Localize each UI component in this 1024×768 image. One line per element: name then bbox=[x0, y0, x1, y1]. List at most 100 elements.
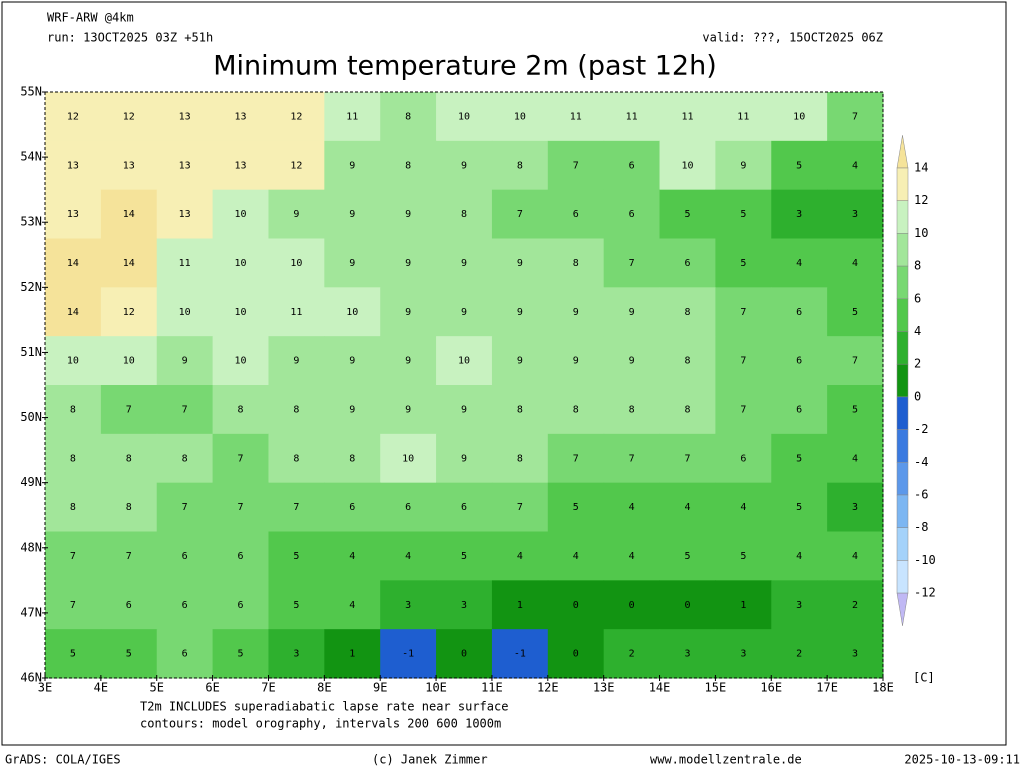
field-cell bbox=[603, 336, 661, 386]
colorbar-bottom bbox=[896, 592, 909, 626]
field-value: 13 bbox=[67, 160, 79, 171]
field-cell bbox=[659, 140, 716, 191]
field-value: 10 bbox=[793, 111, 805, 122]
map-border bbox=[44, 91, 884, 679]
field-cell bbox=[547, 580, 605, 630]
field-value: 8 bbox=[629, 404, 635, 415]
field-value: 9 bbox=[461, 404, 467, 415]
field-value: 3 bbox=[852, 649, 858, 660]
field-cell bbox=[45, 629, 102, 679]
field-cell bbox=[324, 482, 381, 532]
field-cell bbox=[324, 287, 381, 337]
field-value: 6 bbox=[629, 160, 635, 171]
field-value: 10 bbox=[179, 307, 191, 318]
lon-label: 17E bbox=[816, 681, 838, 695]
field-value: 8 bbox=[70, 404, 76, 415]
lon-label: 9E bbox=[373, 681, 387, 695]
field-cell bbox=[771, 433, 828, 484]
field-cell bbox=[715, 287, 772, 337]
field-cell bbox=[715, 385, 772, 435]
field-cell bbox=[827, 482, 884, 532]
field-cell bbox=[324, 189, 381, 239]
title: Minimum temperature 2m (past 12h) bbox=[213, 51, 717, 82]
field-value: 10 bbox=[514, 111, 526, 122]
field-cell bbox=[603, 238, 661, 288]
field-cell bbox=[268, 482, 325, 532]
field-value: 13 bbox=[235, 111, 247, 122]
field-cell bbox=[380, 580, 437, 630]
field-value: 7 bbox=[517, 502, 523, 513]
field-value: 5 bbox=[852, 307, 858, 318]
field-value: 8 bbox=[684, 307, 690, 318]
field-value: 6 bbox=[238, 551, 244, 562]
field-cell bbox=[827, 189, 884, 239]
field-cell bbox=[212, 433, 269, 484]
field-value: 2 bbox=[852, 600, 858, 611]
colorbar-box bbox=[896, 494, 909, 528]
field-value: 10 bbox=[458, 111, 470, 122]
lon-label: 8E bbox=[317, 681, 331, 695]
footer-left: GrADS: COLA/IGES bbox=[5, 753, 121, 767]
colorbar-box bbox=[896, 429, 909, 463]
field-cell bbox=[771, 287, 828, 337]
colorbar-box bbox=[896, 233, 909, 267]
field-value: 7 bbox=[573, 453, 579, 464]
field-cell bbox=[380, 336, 437, 386]
colorbar-label: 12 bbox=[914, 193, 928, 207]
field-cell bbox=[436, 482, 493, 532]
field-value: 6 bbox=[405, 502, 411, 513]
field-cell bbox=[436, 531, 493, 581]
field-cell bbox=[827, 385, 884, 435]
field-value: 9 bbox=[349, 209, 355, 220]
field-value: 4 bbox=[852, 160, 858, 171]
field-value: 10 bbox=[402, 453, 414, 464]
field-value: 5 bbox=[573, 502, 579, 513]
field-value: 10 bbox=[235, 209, 247, 220]
field-value: 4 bbox=[740, 502, 746, 513]
field-cell bbox=[436, 238, 493, 288]
field-cell bbox=[436, 629, 493, 679]
field-value: 8 bbox=[126, 453, 132, 464]
colorbar-label: -8 bbox=[914, 520, 928, 534]
lon-label: 14E bbox=[649, 681, 671, 695]
field-value: 8 bbox=[405, 111, 411, 122]
field-value: 12 bbox=[290, 111, 302, 122]
field-value: 12 bbox=[290, 160, 302, 171]
field-value: 7 bbox=[238, 453, 244, 464]
field-cell bbox=[324, 336, 381, 386]
field-cell bbox=[715, 433, 772, 484]
field-cell bbox=[45, 238, 102, 288]
field-cell bbox=[771, 189, 828, 239]
field-cell bbox=[715, 238, 772, 288]
field-value: 12 bbox=[123, 111, 135, 122]
field-value: 10 bbox=[235, 356, 247, 367]
field-value: 9 bbox=[405, 209, 411, 220]
field-value: 2 bbox=[796, 649, 802, 660]
field-cell bbox=[547, 287, 605, 337]
model-label: WRF-ARW @4km bbox=[47, 11, 134, 25]
lat-label: 49N bbox=[20, 475, 42, 489]
field-cell bbox=[45, 92, 102, 142]
field-cell bbox=[771, 580, 828, 630]
field-value: 14 bbox=[123, 258, 135, 269]
field-value: 10 bbox=[458, 356, 470, 367]
field-value: 7 bbox=[629, 258, 635, 269]
note: contours: model orography, intervals 200… bbox=[140, 717, 501, 731]
field-cell bbox=[100, 433, 158, 484]
colorbar-label: -12 bbox=[914, 586, 936, 600]
field-value: 5 bbox=[684, 209, 690, 220]
field-cell bbox=[771, 385, 828, 435]
field-value: 9 bbox=[182, 356, 188, 367]
field-cell bbox=[547, 385, 605, 435]
field-value: 9 bbox=[573, 356, 579, 367]
colorbar-label: 4 bbox=[914, 324, 921, 338]
field-value: 4 bbox=[796, 551, 802, 562]
colorbar-label: 0 bbox=[914, 389, 921, 403]
field-cell bbox=[45, 580, 102, 630]
field-value: 5 bbox=[126, 649, 132, 660]
field-cell bbox=[100, 140, 158, 191]
field-value: 7 bbox=[238, 502, 244, 513]
field-value: 13 bbox=[235, 160, 247, 171]
field-cell bbox=[212, 580, 269, 630]
field-cell bbox=[380, 629, 437, 679]
